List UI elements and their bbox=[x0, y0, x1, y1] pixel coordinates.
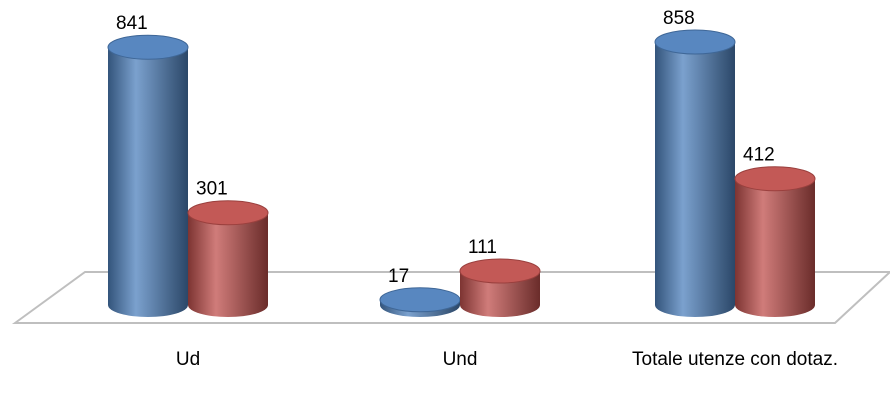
cylinder bbox=[187, 200, 269, 317]
cylinder bbox=[459, 258, 541, 317]
cylinder-bottom bbox=[655, 293, 735, 317]
cylinder-top bbox=[107, 34, 189, 60]
cylinder bbox=[107, 34, 189, 317]
cylinder bbox=[654, 29, 736, 317]
cylinder-bottom bbox=[735, 293, 815, 317]
cylinder-top bbox=[379, 287, 461, 313]
floor bbox=[11, 271, 890, 324]
category-label: Und bbox=[442, 349, 478, 370]
value-label: 841 bbox=[116, 13, 148, 34]
cylinder-bottom bbox=[108, 293, 188, 317]
cylinder-bottom bbox=[460, 293, 540, 317]
cylinder-top bbox=[734, 166, 816, 192]
cylinder-bottom bbox=[188, 293, 268, 317]
value-label: 17 bbox=[388, 266, 409, 287]
value-label: 858 bbox=[663, 8, 695, 29]
cylinder-body bbox=[188, 212, 268, 305]
cylinder-body bbox=[108, 47, 188, 305]
cylinder-body bbox=[735, 178, 815, 305]
cylinder bbox=[734, 166, 816, 317]
value-label: 412 bbox=[743, 145, 775, 166]
value-label: 111 bbox=[468, 237, 497, 258]
cylinder-body bbox=[655, 42, 735, 305]
cylinder-top bbox=[459, 258, 541, 284]
category-label: Ud bbox=[175, 349, 201, 370]
cylinder-top bbox=[187, 200, 269, 226]
cylinder bbox=[379, 287, 461, 317]
category-label: Totale utenze con dotaz. bbox=[632, 349, 838, 370]
cylinder-top bbox=[654, 29, 736, 55]
value-label: 301 bbox=[196, 179, 228, 200]
